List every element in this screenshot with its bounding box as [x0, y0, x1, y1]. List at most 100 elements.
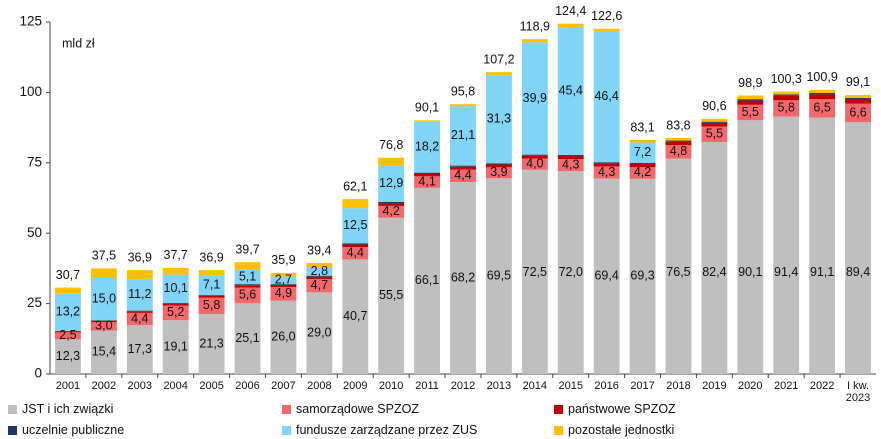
- y-tick-label: 125: [19, 14, 42, 29]
- value-label: 10,1: [164, 281, 188, 295]
- x-tick-label: 2006: [235, 380, 260, 392]
- bar-segment: [162, 274, 189, 304]
- value-label: 19,1: [164, 339, 188, 353]
- bar-segment: [701, 118, 728, 122]
- value-label: 2,5: [59, 328, 76, 342]
- x-tick-label: 2020: [738, 380, 763, 392]
- legend-item: fundusze zarządzane przez ZUS: [282, 423, 477, 437]
- value-label: 4,4: [454, 168, 471, 182]
- total-label: 39,4: [307, 243, 331, 257]
- value-label: 3,9: [490, 165, 507, 179]
- bar-segment: [521, 39, 548, 43]
- value-label: 5,2: [167, 305, 184, 319]
- value-label: 4,1: [418, 174, 435, 188]
- bar-segment: [342, 243, 369, 245]
- bar-segment: [270, 285, 297, 287]
- bar-segment: [162, 267, 189, 275]
- bar-segment: [414, 173, 441, 177]
- total-label: 98,9: [738, 76, 762, 90]
- legend-item: państwowe SPZOZ: [554, 402, 676, 416]
- bar-segment: [521, 154, 548, 156]
- bar-segment: [198, 295, 225, 296]
- bar-segment: [665, 140, 692, 142]
- bar-segment: [593, 163, 620, 167]
- value-label: 4,3: [562, 157, 579, 171]
- bar-segment: [845, 98, 871, 100]
- bar-segment: [557, 156, 584, 160]
- bar-segment: [234, 287, 261, 304]
- total-label: 107,2: [483, 52, 514, 66]
- value-label: 18,2: [415, 139, 439, 153]
- legend-label: pozostałe jednostki: [568, 423, 675, 437]
- legend-swatch: [8, 425, 17, 435]
- value-label: 5,8: [203, 298, 220, 312]
- legend-label: JST i ich związki: [22, 402, 114, 416]
- value-label: 82,4: [702, 265, 726, 279]
- y-tick-label: 0: [34, 366, 42, 381]
- bar-segment: [593, 28, 620, 32]
- bar-segment: [126, 270, 153, 280]
- bar-segment: [809, 94, 836, 100]
- total-label: 95,8: [451, 85, 475, 99]
- bar-segment: [90, 330, 117, 374]
- legend-label: państwowe SPZOZ: [568, 402, 676, 416]
- bar-segment: [629, 139, 656, 143]
- bar-segment: [162, 305, 189, 321]
- bar-segment: [450, 166, 476, 170]
- bar-segment: [485, 163, 512, 165]
- unit-label: mld zł: [62, 36, 95, 50]
- value-label: 45,4: [559, 83, 583, 97]
- value-label: 69,3: [630, 269, 654, 283]
- bar-segment: [521, 169, 548, 374]
- value-label: 21,3: [199, 336, 223, 350]
- bar-segment: [593, 162, 620, 164]
- bar-segment: [485, 75, 512, 164]
- bar-segment: [55, 339, 81, 374]
- x-tick-label: 2012: [450, 380, 476, 392]
- bar-segment: [450, 104, 476, 107]
- bar-segment: [55, 293, 81, 331]
- bar-segment: [450, 165, 476, 167]
- legend-swatch: [282, 425, 291, 435]
- x-tick-label: 2002: [91, 380, 117, 392]
- bar-segment: [665, 138, 692, 141]
- x-tick-label: 2015: [558, 380, 583, 392]
- total-label: 118,9: [520, 19, 550, 33]
- bar-segment: [557, 171, 584, 374]
- bar-segment: [90, 320, 117, 321]
- x-tick-label: 2018: [666, 380, 691, 392]
- bar-segment: [270, 276, 297, 285]
- bar-segment: [234, 269, 261, 285]
- value-label: 72,0: [559, 265, 583, 279]
- bar-segment: [593, 166, 620, 179]
- value-label: 91,4: [774, 265, 798, 279]
- bar-segment: [701, 141, 728, 374]
- bar-segment: [55, 287, 81, 294]
- value-label: 6,6: [849, 105, 866, 119]
- total-label: 90,1: [415, 101, 439, 115]
- x-tick-label: 2010: [378, 380, 404, 392]
- bar-segment: [521, 158, 548, 170]
- total-label: 124,4: [555, 4, 586, 18]
- bar-segment: [126, 325, 153, 374]
- total-label: 83,1: [630, 120, 654, 134]
- value-label: 15,4: [92, 345, 116, 359]
- value-label: 21,1: [451, 128, 475, 142]
- total-label: 122,6: [591, 9, 622, 23]
- legend-swatch: [8, 404, 17, 414]
- bar-segment: [737, 120, 764, 374]
- bar-segment: [270, 286, 297, 301]
- legend-item: uczelnie publiczne: [8, 423, 124, 437]
- x-tick-label: I kw. 2023: [845, 380, 871, 404]
- value-label: 69,5: [487, 268, 511, 282]
- bar-segment: [809, 117, 836, 374]
- bar-segment: [306, 279, 333, 293]
- bar-segment: [701, 126, 728, 142]
- bar-segment: [270, 272, 297, 277]
- bar-segment: [378, 217, 405, 374]
- x-tick-label: 2007: [271, 380, 296, 392]
- total-label: 99,1: [846, 75, 870, 89]
- bar-segment: [629, 142, 656, 163]
- value-label: 46,4: [594, 89, 618, 103]
